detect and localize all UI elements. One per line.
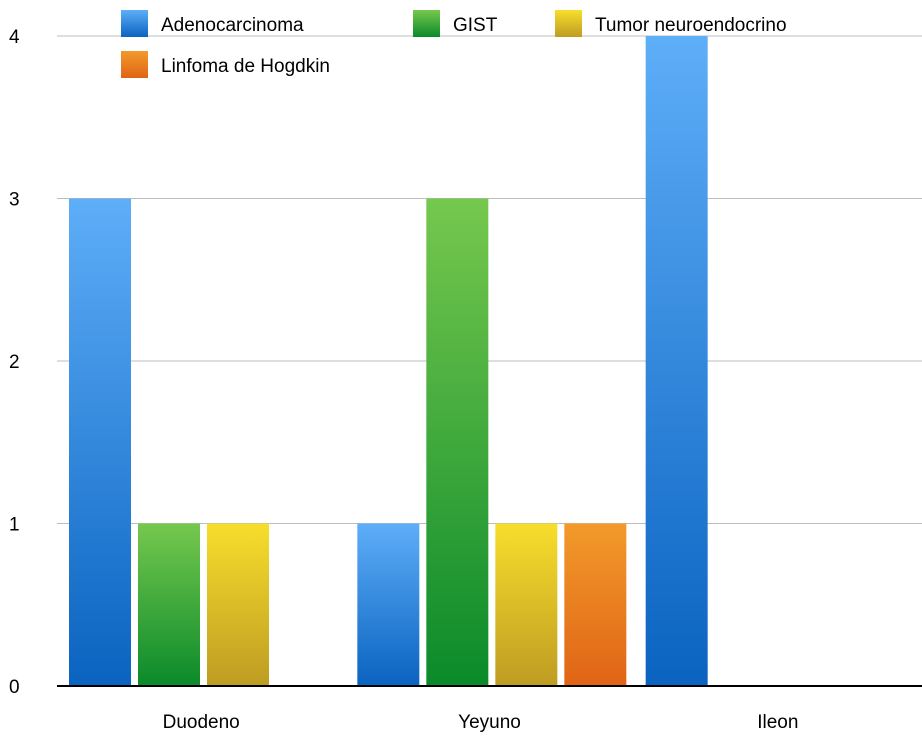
legend-label: GIST (453, 15, 498, 36)
legend-item-0: Adenocarcinoma (121, 10, 304, 37)
legend: Adenocarcinoma GIST Tumor neuroendocrino Li… (121, 10, 787, 78)
y-tick-label-1: 1 (9, 515, 20, 536)
legend-label: Tumor neuroendocrino (595, 15, 787, 36)
x-tick-label-ileon: Ileon (757, 712, 798, 733)
bar-yeyuno-3 (564, 523, 627, 686)
legend-label: Adenocarcinoma (161, 15, 304, 36)
legend-swatch (121, 51, 148, 78)
bar-yeyuno-1 (426, 198, 489, 686)
y-axis-ticks: 0 1 2 3 4 (9, 27, 20, 698)
y-tick-label-4: 4 (9, 27, 20, 48)
legend-item-2: Tumor neuroendocrino (555, 10, 787, 37)
x-axis-ticks: Duodeno Yeyuno Ileon (163, 712, 799, 733)
legend-swatch (413, 10, 440, 37)
legend-item-1: GIST (413, 10, 498, 37)
bar-duodeno-0 (69, 198, 131, 686)
gridlines (57, 35, 922, 524)
y-tick-label-2: 2 (9, 352, 20, 373)
x-tick-label-duodeno: Duodeno (163, 712, 240, 733)
legend-label: Linfoma de Hogdkin (161, 56, 330, 77)
y-tick-label-0: 0 (9, 677, 20, 698)
legend-item-3: Linfoma de Hogdkin (121, 51, 330, 78)
bar-yeyuno-2 (495, 523, 558, 686)
bars (69, 36, 708, 686)
x-tick-label-yeyuno: Yeyuno (458, 712, 521, 733)
bar-yeyuno-0 (357, 523, 420, 686)
bar-duodeno-2 (207, 523, 269, 686)
legend-swatch (121, 10, 148, 37)
bar-duodeno-1 (138, 523, 200, 686)
y-tick-label-3: 3 (9, 190, 20, 211)
bar-ileon-0 (645, 36, 708, 686)
legend-swatch (555, 10, 582, 37)
